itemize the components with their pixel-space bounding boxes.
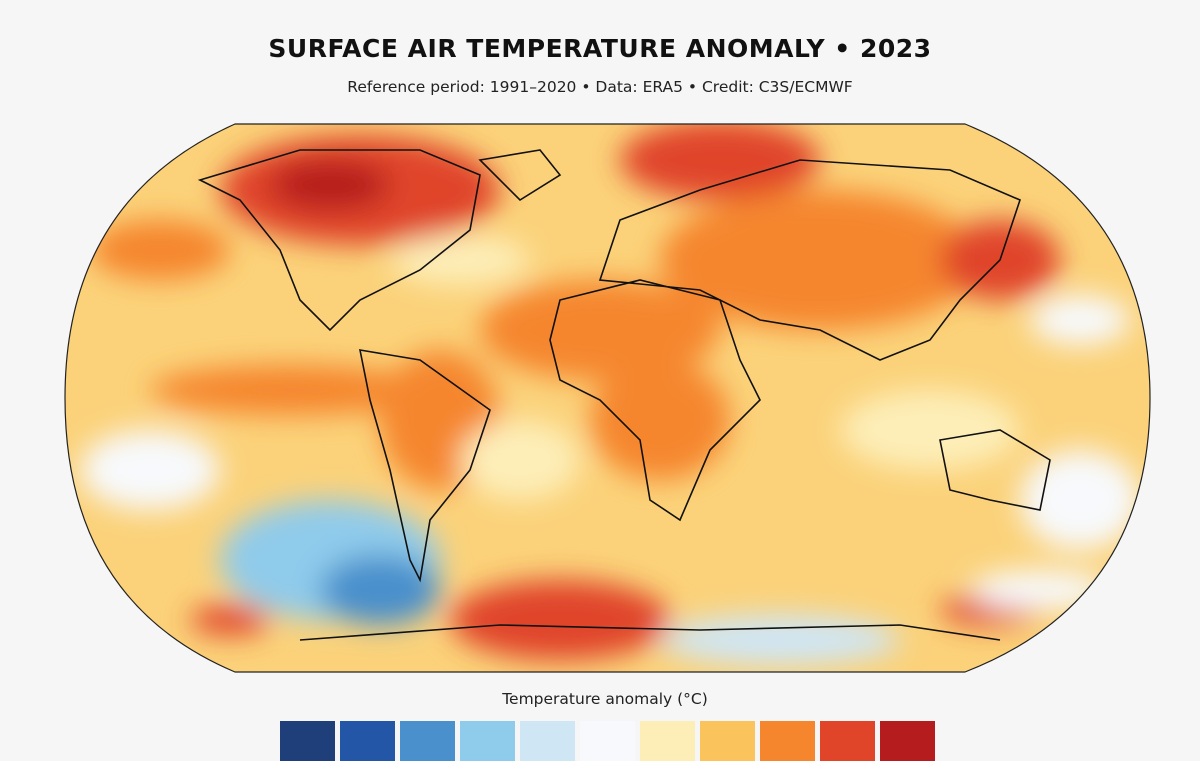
map-subtitle: Reference period: 1991–2020 • Data: ERA5…	[347, 78, 853, 96]
globe-outline	[64, 123, 1151, 673]
legend-title: Temperature anomaly (°C)	[502, 690, 708, 708]
color-legend	[280, 721, 935, 761]
legend-swatch	[820, 721, 875, 761]
legend-swatch	[460, 721, 515, 761]
legend-swatch	[340, 721, 395, 761]
legend-swatch	[760, 721, 815, 761]
legend-swatch	[880, 721, 935, 761]
legend-swatch	[400, 721, 455, 761]
anomaly-map	[64, 123, 1151, 673]
coastlines	[197, 149, 1051, 641]
legend-swatch	[700, 721, 755, 761]
legend-swatch	[580, 721, 635, 761]
legend-swatch	[280, 721, 335, 761]
anomaly-field	[65, 124, 1150, 672]
legend-swatch	[520, 721, 575, 761]
legend-swatch	[640, 721, 695, 761]
map-title: SURFACE AIR TEMPERATURE ANOMALY • 2023	[268, 34, 932, 63]
